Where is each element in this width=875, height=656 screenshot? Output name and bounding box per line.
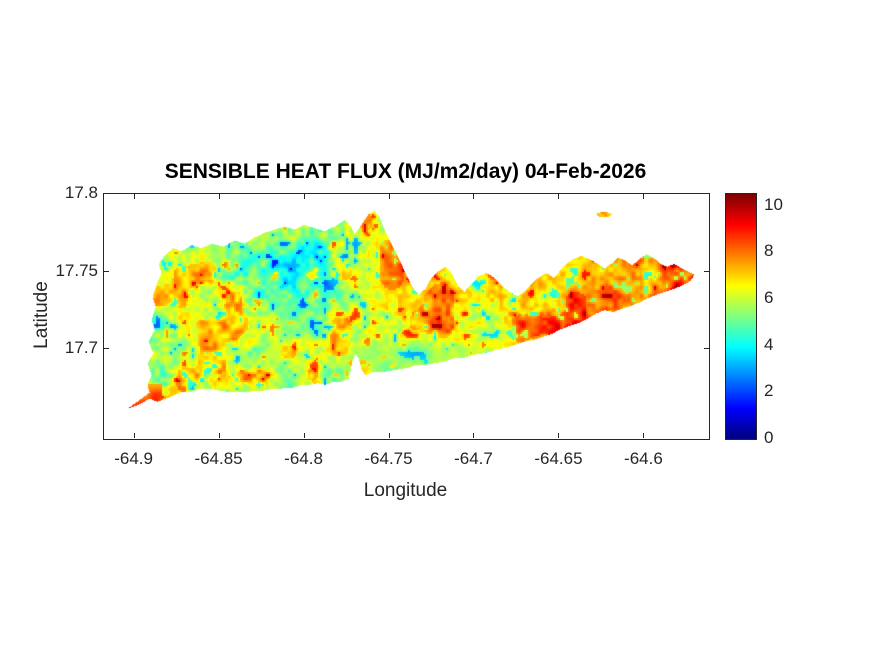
tick-mark <box>389 194 390 199</box>
colorbar-tick-label: 8 <box>764 241 774 261</box>
y-tick-label: 17.8 <box>64 183 98 202</box>
tick-mark <box>704 193 709 194</box>
tick-mark <box>643 194 644 199</box>
tick-mark <box>134 433 135 438</box>
x-tick-label: -64.9 <box>114 449 153 468</box>
x-tick-label: -64.8 <box>284 449 323 468</box>
tick-mark <box>704 271 709 272</box>
tick-mark <box>219 433 220 438</box>
tick-mark <box>389 433 390 438</box>
x-tick-label: -64.65 <box>534 449 583 468</box>
tick-mark <box>104 271 109 272</box>
colorbar-tick-label: 4 <box>764 334 774 354</box>
tick-mark <box>473 194 474 199</box>
tick-mark <box>104 348 109 349</box>
tick-mark <box>219 194 220 199</box>
colorbar-tick-label: 10 <box>764 194 783 214</box>
tick-mark <box>558 194 559 199</box>
x-tick-label: -64.85 <box>194 449 243 468</box>
y-tick-label: 17.75 <box>55 260 98 280</box>
colorbar-tick-label: 6 <box>764 288 774 307</box>
tick-mark <box>473 433 474 438</box>
tick-mark <box>304 194 305 199</box>
tick-mark <box>104 193 109 194</box>
x-tick-label: -64.6 <box>624 449 663 468</box>
tick-mark <box>704 348 709 349</box>
x-axis-label: Longitude <box>363 480 448 501</box>
y-tick-label: 17.7 <box>64 338 98 358</box>
tick-mark <box>134 194 135 199</box>
tick-mark <box>643 433 644 438</box>
chart-title: SENSIBLE HEAT FLUX (MJ/m2/day) 04-Feb-20… <box>164 160 647 183</box>
colorbar <box>725 193 757 440</box>
tick-mark <box>304 433 305 438</box>
colorbar-tick-label: 2 <box>764 381 774 401</box>
colorbar-gradient <box>726 194 756 439</box>
heatmap-canvas <box>104 194 709 439</box>
tick-mark <box>558 433 559 438</box>
x-tick-label: -64.75 <box>364 449 413 468</box>
colorbar-tick-label: 0 <box>764 428 774 447</box>
x-tick-label: -64.7 <box>454 449 493 468</box>
plot-area <box>103 193 710 440</box>
